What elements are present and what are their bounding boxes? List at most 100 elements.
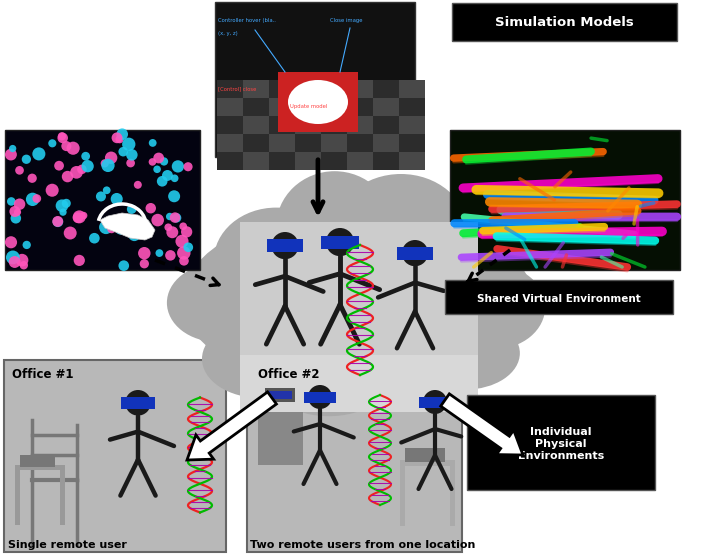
Ellipse shape (107, 224, 116, 233)
Ellipse shape (156, 249, 163, 257)
Bar (247, 360, 462, 552)
Ellipse shape (184, 162, 193, 171)
Ellipse shape (103, 186, 110, 194)
Bar (321, 98, 347, 116)
Ellipse shape (146, 203, 156, 213)
Ellipse shape (184, 242, 193, 252)
Ellipse shape (67, 142, 80, 155)
Bar (278, 72, 358, 132)
Bar (243, 98, 269, 116)
Bar (243, 134, 269, 152)
Ellipse shape (168, 190, 180, 202)
Bar (240, 222, 478, 412)
Bar (399, 116, 425, 134)
Ellipse shape (127, 204, 136, 214)
Ellipse shape (11, 213, 21, 223)
Bar (4, 360, 226, 552)
Ellipse shape (118, 147, 128, 156)
Bar (5, 130, 200, 270)
Ellipse shape (110, 193, 123, 205)
Bar (347, 116, 373, 134)
Bar (321, 80, 347, 98)
Bar (269, 116, 295, 134)
Ellipse shape (153, 153, 164, 164)
Bar (347, 152, 373, 170)
FancyArrow shape (187, 392, 277, 460)
Ellipse shape (16, 254, 29, 267)
Ellipse shape (62, 199, 71, 208)
Ellipse shape (101, 159, 115, 172)
Bar (347, 80, 373, 98)
Bar (347, 134, 373, 152)
Bar (450, 130, 680, 270)
Ellipse shape (164, 223, 172, 231)
Ellipse shape (46, 184, 59, 197)
Bar (321, 152, 347, 170)
Bar (217, 98, 243, 116)
Ellipse shape (166, 226, 179, 238)
Ellipse shape (22, 241, 31, 249)
Bar (258, 400, 303, 465)
Ellipse shape (22, 155, 31, 164)
Bar (15, 465, 65, 470)
Text: Two remote users from one location: Two remote users from one location (250, 540, 475, 550)
Ellipse shape (179, 222, 187, 230)
Ellipse shape (74, 255, 85, 266)
Ellipse shape (6, 250, 20, 264)
Ellipse shape (9, 206, 20, 217)
Ellipse shape (151, 214, 164, 226)
Ellipse shape (60, 208, 67, 216)
Ellipse shape (114, 221, 128, 235)
Text: (x, y, z): (x, y, z) (218, 31, 238, 36)
Ellipse shape (52, 217, 63, 227)
Bar (399, 80, 425, 98)
Ellipse shape (57, 133, 68, 143)
Bar (397, 247, 433, 260)
Ellipse shape (62, 171, 73, 183)
Bar (405, 448, 445, 462)
Text: Single remote user: Single remote user (8, 540, 127, 550)
Ellipse shape (64, 227, 77, 240)
Ellipse shape (7, 197, 16, 206)
Bar (467, 395, 655, 490)
Bar (321, 236, 359, 249)
Ellipse shape (14, 209, 21, 216)
Ellipse shape (115, 135, 124, 143)
Ellipse shape (148, 158, 156, 166)
Bar (269, 152, 295, 170)
Ellipse shape (411, 317, 520, 390)
Ellipse shape (26, 193, 39, 206)
Ellipse shape (80, 212, 87, 219)
Ellipse shape (62, 141, 72, 151)
Bar (215, 2, 415, 157)
Ellipse shape (126, 158, 135, 167)
Ellipse shape (134, 181, 142, 189)
Bar (265, 388, 295, 402)
Bar (15, 470, 20, 525)
Bar (217, 116, 243, 134)
Ellipse shape (112, 132, 123, 143)
Bar (373, 80, 399, 98)
Bar (373, 134, 399, 152)
Ellipse shape (276, 171, 393, 283)
Bar (60, 470, 65, 525)
Ellipse shape (423, 390, 447, 414)
Ellipse shape (288, 80, 348, 124)
Ellipse shape (5, 236, 17, 248)
Ellipse shape (162, 170, 173, 181)
Bar (295, 116, 321, 134)
Ellipse shape (272, 232, 298, 259)
Bar (373, 152, 399, 170)
Text: Individual
Physical
Environments: Individual Physical Environments (518, 427, 604, 460)
Ellipse shape (19, 261, 28, 269)
Bar (240, 355, 478, 412)
Ellipse shape (116, 128, 128, 140)
Bar (243, 152, 269, 170)
Bar (269, 98, 295, 116)
Ellipse shape (99, 220, 113, 234)
Ellipse shape (172, 160, 184, 172)
Ellipse shape (48, 139, 57, 147)
Ellipse shape (100, 159, 109, 167)
Bar (445, 280, 673, 314)
Ellipse shape (183, 209, 533, 391)
